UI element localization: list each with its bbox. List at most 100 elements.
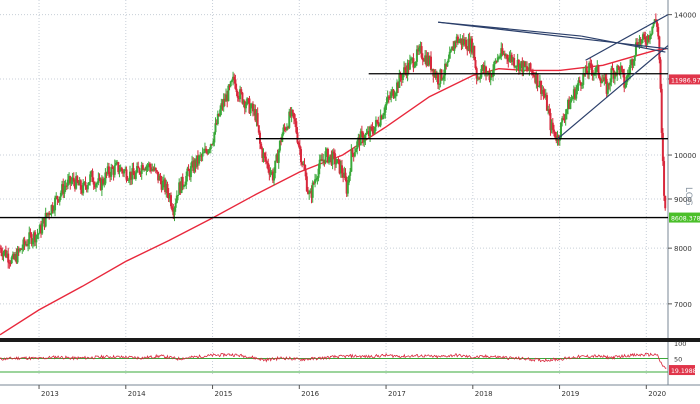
candle-body <box>171 206 174 211</box>
candle-body <box>264 156 267 162</box>
candle-body <box>431 68 434 71</box>
candle-body <box>65 185 68 187</box>
candle-body <box>32 232 35 241</box>
candle-body <box>268 169 271 175</box>
candle-body <box>158 175 161 181</box>
candle-body <box>271 171 274 181</box>
candle-body <box>603 77 606 81</box>
candle-body <box>88 182 91 186</box>
candle-body <box>451 46 454 50</box>
candle-body <box>29 232 32 235</box>
candle-body <box>206 151 209 154</box>
candle-body <box>220 103 223 110</box>
candle-body <box>316 177 319 180</box>
candle-body <box>598 75 601 80</box>
candle-body <box>630 59 633 66</box>
candle-body <box>99 178 102 190</box>
candle-body <box>605 78 608 94</box>
candle-body <box>267 163 270 170</box>
candle-body <box>638 38 641 47</box>
candle-body <box>233 76 236 80</box>
candle-body <box>9 262 12 264</box>
candle-body <box>542 89 545 94</box>
trend-line <box>438 21 582 37</box>
candle-body <box>339 165 342 174</box>
candle-body <box>622 69 625 74</box>
candle-body <box>391 89 394 93</box>
candle-body <box>474 60 477 69</box>
candle-body <box>109 174 112 177</box>
candle-body <box>148 163 151 168</box>
candle-body <box>147 163 150 167</box>
candle-body <box>518 63 521 71</box>
candle-body <box>55 196 58 198</box>
candle-body <box>23 239 26 245</box>
candle-body <box>619 66 622 74</box>
candle-body <box>654 19 657 22</box>
candle-body <box>352 153 355 157</box>
candle-body <box>640 39 643 44</box>
candle-body <box>349 171 352 176</box>
candle-body <box>520 61 523 64</box>
candle-body <box>180 176 183 194</box>
candle-body <box>141 165 144 170</box>
candle-body <box>168 195 171 199</box>
candle-body <box>437 74 440 85</box>
candle-body <box>152 168 155 171</box>
x-tick-label: 2018 <box>475 390 493 398</box>
candle-body <box>390 92 393 98</box>
candle-body <box>650 33 653 37</box>
candle-body <box>210 144 213 146</box>
candle-body <box>591 69 594 76</box>
candle-body <box>299 149 302 163</box>
candle-body <box>578 80 581 83</box>
candle-body <box>523 61 526 67</box>
candle-body <box>357 137 360 142</box>
candle-body <box>269 172 272 175</box>
candle-body <box>577 80 580 86</box>
candle-body <box>84 182 87 187</box>
candle-body <box>595 67 598 73</box>
candle-body <box>325 149 328 152</box>
candle-body <box>367 131 370 137</box>
candle-body <box>633 55 636 61</box>
candle-body <box>529 63 532 71</box>
candle-body <box>27 243 30 246</box>
candle-body <box>661 132 664 162</box>
candle-body <box>384 105 387 113</box>
candle-body <box>373 126 376 134</box>
candle-body <box>196 155 199 164</box>
candle-body <box>466 48 469 51</box>
candle-body <box>411 58 414 60</box>
candle-body <box>461 39 464 45</box>
candle-body <box>379 115 382 126</box>
candle-body <box>6 253 9 258</box>
candle-body <box>83 182 86 184</box>
candle-body <box>643 34 646 37</box>
candle-body <box>182 186 185 188</box>
candle-body <box>534 75 537 83</box>
candle-body <box>337 159 340 161</box>
candle-body <box>440 69 443 80</box>
candle-body <box>434 71 437 78</box>
candle-body <box>287 127 290 129</box>
candle-body <box>249 107 252 114</box>
candle-body <box>214 123 217 133</box>
candle-body <box>329 154 332 157</box>
candle-body <box>499 56 502 58</box>
candle-body <box>207 150 210 154</box>
candle-body <box>213 132 216 143</box>
candle-body <box>488 72 491 81</box>
candle-body <box>444 63 447 76</box>
candle-body <box>126 179 129 181</box>
candle-body <box>629 65 632 74</box>
candle-body <box>448 51 451 59</box>
candle-body <box>602 80 605 82</box>
candle-body <box>425 55 428 66</box>
candle-body <box>199 155 202 157</box>
candle-body <box>388 97 391 99</box>
candle-body <box>136 166 139 173</box>
candle-body <box>644 36 647 43</box>
candle-body <box>407 62 410 70</box>
candle-body <box>353 152 356 157</box>
